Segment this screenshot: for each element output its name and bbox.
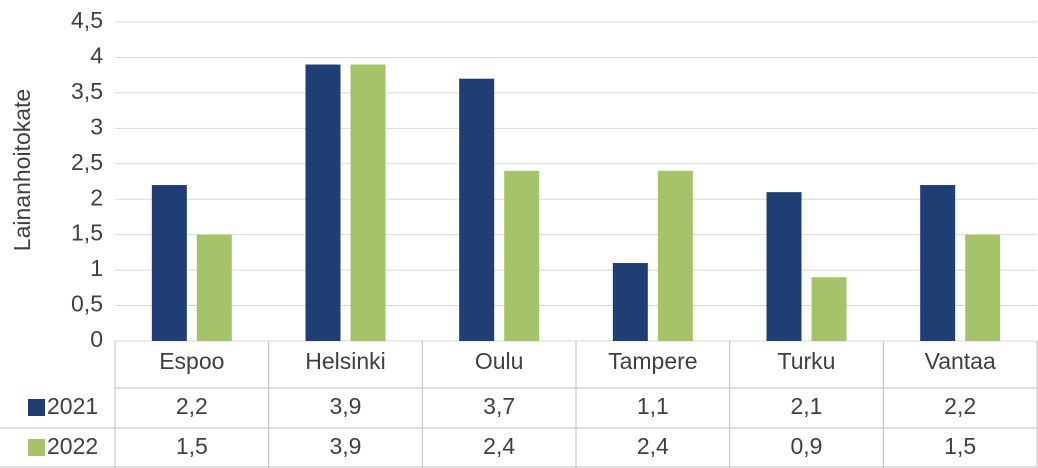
y-tick-label: 1 <box>90 255 103 281</box>
bar <box>766 192 802 341</box>
table-value: 2,4 <box>637 433 669 459</box>
x-tick-label: Espoo <box>159 348 224 374</box>
table-value: 2,2 <box>176 393 208 419</box>
bar <box>920 185 956 341</box>
bar <box>612 263 648 341</box>
y-tick-label: 3 <box>90 113 103 139</box>
bar <box>504 170 540 341</box>
bar <box>151 185 187 341</box>
table-value: 3,9 <box>330 393 362 419</box>
bar <box>350 64 386 342</box>
x-tick-label: Oulu <box>475 348 524 374</box>
table-value: 2,2 <box>944 393 976 419</box>
table-value: 3,7 <box>483 393 515 419</box>
x-tick-label: Helsinki <box>305 348 386 374</box>
x-tick-label: Turku <box>778 348 836 374</box>
bar <box>305 64 341 342</box>
table-value: 2,1 <box>791 393 823 419</box>
y-tick-label: 2 <box>90 184 103 210</box>
legend-label: 2022 <box>47 433 98 459</box>
x-tick-label: Tampere <box>608 348 697 374</box>
table-value: 1,5 <box>944 433 976 459</box>
y-tick-label: 4 <box>90 43 103 69</box>
table-value: 1,5 <box>176 433 208 459</box>
y-tick-label: 3,5 <box>71 78 103 104</box>
table-value: 1,1 <box>637 393 669 419</box>
table-value: 0,9 <box>791 433 823 459</box>
table-value: 2,4 <box>483 433 515 459</box>
y-tick-label: 0 <box>90 326 103 352</box>
y-tick-label: 0,5 <box>71 291 103 317</box>
bar <box>196 234 232 341</box>
y-tick-label: 4,5 <box>71 7 103 33</box>
y-tick-label: 2,5 <box>71 149 103 175</box>
table-value: 3,9 <box>330 433 362 459</box>
legend-swatch <box>28 439 45 456</box>
bar <box>459 78 495 341</box>
x-tick-label: Vantaa <box>925 348 996 374</box>
legend-swatch <box>28 399 45 416</box>
y-axis-label: Lainanhoitokate <box>9 89 35 251</box>
bar <box>965 234 1001 341</box>
bar <box>657 170 693 341</box>
y-tick-label: 1,5 <box>71 220 103 246</box>
legend-label: 2021 <box>47 393 98 419</box>
bar <box>811 277 847 341</box>
